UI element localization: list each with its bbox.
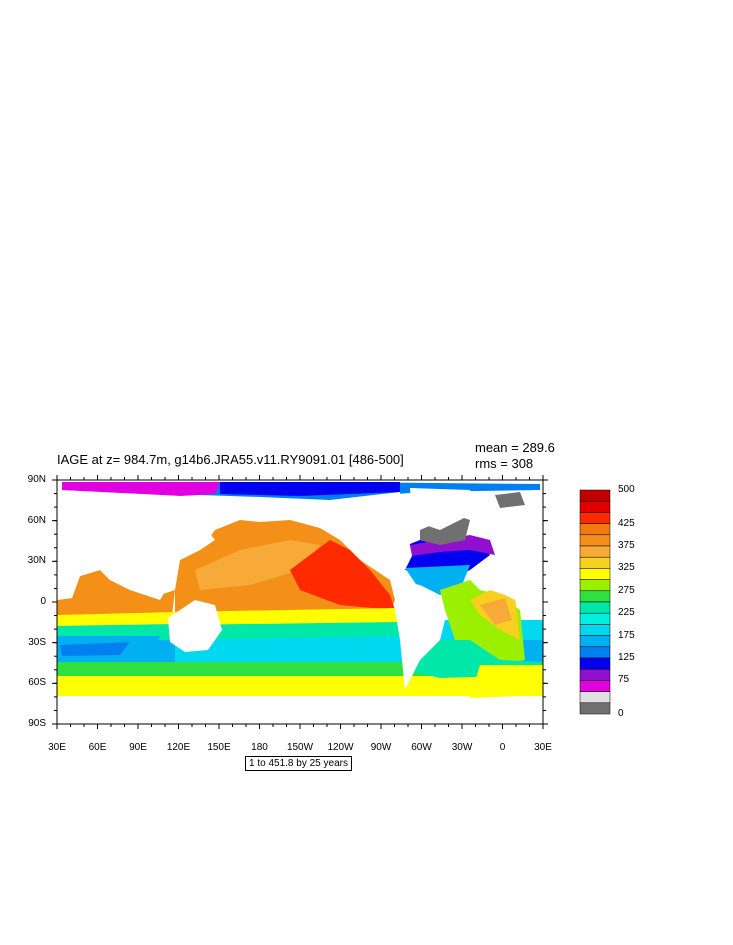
- colorbar-label: 175: [618, 629, 635, 641]
- lat-label: 60S: [28, 677, 46, 689]
- colorbar-box: [579, 579, 611, 592]
- lat-label: 90N: [27, 474, 46, 485]
- contour-info: 1 to 451.8 by 25 years: [245, 756, 352, 771]
- colorbar-label: 425: [618, 517, 635, 529]
- plot-title: IAGE at z= 984.7m, g14b6.JRA55.v11.RY909…: [57, 452, 404, 467]
- colorbar-box: [579, 680, 611, 692]
- colorbar-box: [579, 601, 611, 614]
- colorbar-label: 225: [618, 607, 635, 619]
- colorbar-box: [579, 635, 611, 648]
- lon-label: 30E: [534, 742, 552, 753]
- rms-stat: rms = 308: [475, 456, 534, 471]
- colorbar-box: [579, 500, 611, 513]
- colorbar: [579, 489, 611, 715]
- lon-label: 120W: [327, 742, 354, 753]
- lon-label: 90E: [129, 742, 147, 753]
- colorbar-label: 325: [618, 562, 635, 574]
- colorbar-box: [579, 534, 611, 547]
- mean-stat: mean = 289.6: [475, 440, 555, 455]
- lon-label: 30W: [451, 742, 473, 753]
- lat-label: 0: [40, 596, 46, 607]
- colorbar-box: [579, 657, 611, 670]
- colorbar-box: [579, 624, 611, 636]
- colorbar-box: [579, 556, 611, 569]
- lon-label: 60E: [88, 742, 107, 753]
- colorbar-box: [579, 612, 611, 625]
- ocean-field: [57, 480, 543, 724]
- colorbar-label: 375: [618, 540, 635, 551]
- colorbar-box: [579, 523, 611, 536]
- colorbar-box: [579, 489, 611, 502]
- colorbar-box: [579, 512, 611, 524]
- lon-label: 0: [499, 742, 506, 753]
- lon-label: 120E: [166, 742, 191, 753]
- lat-label: 60N: [27, 514, 46, 526]
- lat-label: 30N: [27, 555, 46, 567]
- colorbar-box: [579, 590, 611, 603]
- colorbar-box: [579, 646, 611, 659]
- colorbar-label: 500: [618, 484, 635, 495]
- colorbar-box: [579, 691, 611, 704]
- lon-label: 150E: [207, 742, 231, 753]
- colorbar-box: [579, 545, 611, 558]
- lat-label: 30S: [28, 636, 46, 648]
- lon-label: 60W: [411, 742, 432, 753]
- colorbar-box: [579, 568, 611, 580]
- axis-ticks: [52, 475, 548, 729]
- lon-label: 150W: [286, 742, 314, 753]
- lon-label: 180: [251, 742, 268, 753]
- colorbar-label: 275: [618, 584, 635, 596]
- colorbar-label: 0: [618, 708, 624, 719]
- colorbar-box: [579, 702, 611, 715]
- lat-label: 90S: [28, 718, 46, 729]
- lon-label: 90W: [370, 742, 392, 753]
- colorbar-label: 75: [618, 674, 630, 686]
- lon-label: 30E: [48, 742, 66, 753]
- colorbar-label: 125: [618, 652, 635, 663]
- colorbar-box: [579, 668, 611, 681]
